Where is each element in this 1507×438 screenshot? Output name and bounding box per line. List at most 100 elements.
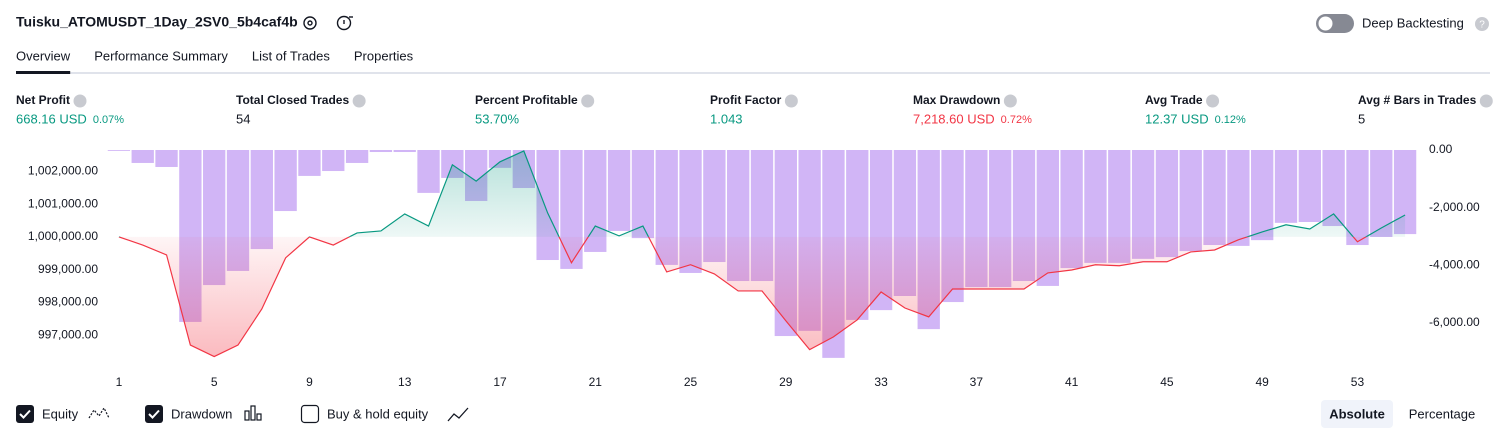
tab[interactable]: List of Trades	[252, 48, 331, 63]
drawdown-bar	[1274, 150, 1298, 223]
drawdown-bar	[1227, 150, 1250, 246]
help-icon[interactable]: ?	[1475, 17, 1489, 31]
x-tick-label: 37	[970, 375, 984, 389]
x-tick-label: 33	[874, 375, 888, 389]
equity-area-above	[118, 150, 1406, 237]
buy-hold-checkbox[interactable]	[300, 404, 320, 424]
drawdown-bar	[631, 150, 655, 239]
info-icon	[352, 94, 366, 108]
y-tick-label: 997,000.00	[38, 327, 98, 341]
y2-tick-label: -4,000.00	[1429, 257, 1480, 271]
metric-label: Avg # Bars in Trades	[1358, 93, 1477, 107]
x-tick-label: 41	[1065, 375, 1079, 389]
drawdown-bar	[417, 150, 440, 193]
tab[interactable]: Properties	[354, 48, 414, 63]
x-tick-label: 9	[306, 375, 313, 389]
deep-backtesting-label: Deep Backtesting	[1362, 15, 1464, 30]
metric-label: Net Profit	[16, 93, 70, 107]
y-tick-label: 1,002,000.00	[28, 163, 98, 177]
metric-value: 12.37 USD	[1145, 111, 1209, 126]
info-icon	[1003, 94, 1017, 108]
metric-value: 54	[236, 111, 250, 126]
x-tick-label: 17	[493, 375, 507, 389]
info-icon	[73, 94, 87, 108]
equity-icon	[88, 406, 110, 419]
info-icon	[784, 94, 798, 108]
drawdown-bar	[1322, 150, 1345, 227]
drawdown-bar	[607, 150, 631, 231]
x-tick-label: 45	[1160, 375, 1174, 389]
drawdown-bar	[1298, 150, 1321, 222]
tab[interactable]: Performance Summary	[94, 48, 228, 63]
y-tick-label: 998,000.00	[38, 295, 98, 309]
drawdown-bar	[1393, 150, 1417, 235]
metric-pct: 0.07%	[93, 114, 124, 126]
drawdown-bar	[155, 150, 178, 167]
drawdown-bar	[107, 150, 131, 151]
buy-hold-icon	[447, 407, 469, 422]
drawdown-bar	[345, 150, 369, 163]
drawdown-bar	[1108, 150, 1131, 263]
svg-text:?: ?	[1479, 20, 1485, 31]
drawdown-bar	[250, 150, 273, 250]
y2-tick-label: -6,000.00	[1429, 315, 1480, 329]
metric-label: Total Closed Trades	[236, 93, 349, 107]
legend-equity: Equity	[42, 406, 79, 421]
info-icon	[1206, 94, 1220, 108]
metric-value: 53.70%	[475, 111, 520, 126]
drawdown-bar	[1179, 150, 1202, 252]
legend-buy-hold: Buy & hold equity	[327, 406, 429, 421]
x-tick-label: 29	[779, 375, 793, 389]
drawdown-bar	[584, 150, 607, 252]
metric-value: 7,218.60 USD	[913, 111, 995, 126]
drawdown-bar	[393, 150, 416, 153]
x-tick-label: 21	[589, 375, 603, 389]
drawdown-bar	[1203, 150, 1226, 246]
absolute-label: Absolute	[1329, 406, 1385, 421]
active-tab-underline	[16, 71, 71, 74]
info-icon	[581, 94, 595, 108]
drawdown-bar	[1370, 150, 1393, 237]
x-tick-label: 13	[398, 375, 412, 389]
drawdown-bar	[322, 150, 345, 172]
metric-value: 668.16 USD	[16, 111, 87, 126]
alert-icon[interactable]	[336, 15, 354, 31]
x-tick-label: 5	[211, 375, 218, 389]
drawdown-bar	[1251, 150, 1274, 241]
metric-label: Profit Factor	[710, 93, 782, 107]
y-tick-label: 1,000,000.00	[28, 229, 98, 243]
strategy-title: Tuisku_ATOMUSDT_1Day_2SV0_5b4caf4b	[16, 14, 298, 30]
y-tick-label: 999,000.00	[38, 262, 98, 276]
y2-tick-label: -2,000.00	[1429, 200, 1480, 214]
drawdown-bar	[655, 150, 678, 265]
drawdown-bar	[274, 150, 297, 212]
drawdown-bar	[1346, 150, 1369, 246]
tab[interactable]: Overview	[16, 48, 71, 63]
metric-value: 5	[1358, 111, 1365, 126]
metric-label: Avg Trade	[1145, 93, 1203, 107]
equity-checkbox[interactable]	[16, 405, 34, 423]
drawdown-bar	[1155, 150, 1179, 258]
drawdown-bar	[1084, 150, 1107, 263]
x-tick-label: 53	[1351, 375, 1365, 389]
drawdown-bar	[369, 150, 393, 153]
x-tick-label: 25	[684, 375, 698, 389]
metric-pct: 0.72%	[1001, 114, 1032, 126]
info-icon	[1479, 94, 1493, 108]
settings-icon[interactable]	[303, 16, 317, 30]
percentage-button[interactable]: Percentage	[1409, 406, 1476, 421]
x-tick-label: 49	[1256, 375, 1270, 389]
equity-area-below	[118, 236, 1366, 357]
metric-label: Percent Profitable	[475, 93, 578, 107]
x-tick-label: 1	[116, 375, 123, 389]
equity-line-below	[118, 236, 1368, 358]
drawdown-bar	[131, 150, 154, 163]
deep-backtesting-toggle[interactable]	[1316, 14, 1354, 33]
drawdown-checkbox[interactable]	[145, 405, 163, 423]
y2-tick-label: 0.00	[1429, 142, 1453, 156]
y-tick-label: 1,001,000.00	[28, 196, 98, 210]
absolute-button[interactable]	[1321, 400, 1393, 428]
metric-value: 1.043	[710, 111, 743, 126]
